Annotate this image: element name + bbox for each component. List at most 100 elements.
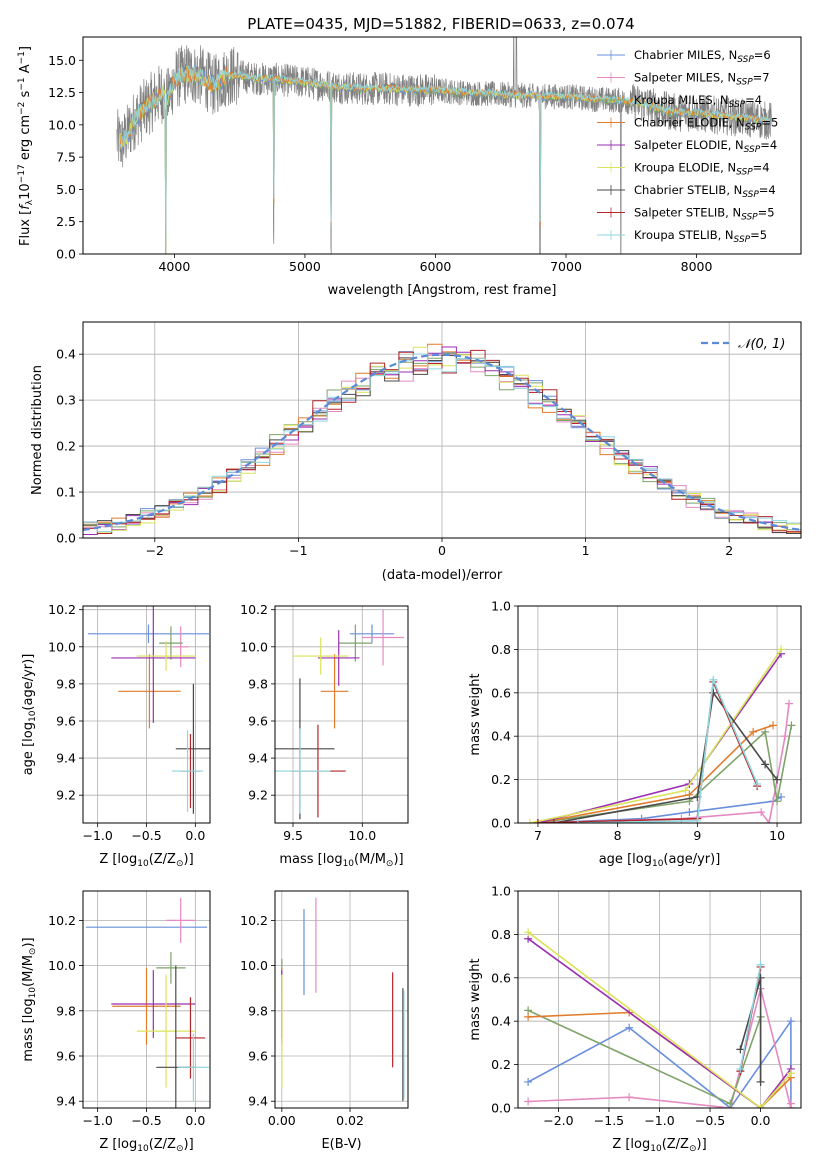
x-tick-label: 2 [725, 543, 733, 558]
plot-area [87, 606, 210, 814]
series-marker [685, 808, 694, 817]
y-tick-label: 10.2 [240, 913, 268, 928]
legend-label: Kroupa ELODIE, NSSP=4 [634, 161, 770, 178]
series-line [527, 938, 792, 1108]
y-tick-label: 10.0 [240, 958, 268, 973]
series-marker [769, 721, 778, 730]
series-marker [524, 928, 533, 937]
y-tick-label: 9.4 [56, 751, 76, 766]
series-marker [681, 786, 690, 795]
x-tick-label: −1.0 [82, 828, 112, 843]
x-tick-label: −1.5 [594, 1113, 624, 1128]
series-marker [736, 1045, 745, 1054]
series-line [527, 1018, 792, 1108]
legend-label: Kroupa MILES, NSSP=4 [634, 93, 762, 110]
y-tick-label: 1.0 [491, 599, 511, 614]
axes-age-vs-mass: 9.5 10.0 9.2 9.4 9.6 9.8 10.0 10.2 [240, 602, 409, 843]
series-marker [756, 960, 765, 969]
plot-area [275, 609, 404, 820]
y-tick-label: 0.6 [491, 970, 511, 985]
plot-area [116, 37, 773, 254]
series-marker [549, 819, 558, 823]
series-marker [533, 819, 542, 823]
y-tick-label: 9.4 [248, 1094, 268, 1109]
series-marker [786, 1099, 795, 1108]
legend-label: Chabrier STELIB, NSSP=4 [634, 183, 776, 200]
y-tick-label: 0.0 [56, 247, 76, 262]
y-tick-label: 10.0 [240, 639, 268, 654]
series-line [553, 690, 778, 823]
x-axis-label: Z [log10(Z/Z⊙)] [99, 1137, 193, 1154]
y-tick-label: 9.6 [248, 713, 268, 728]
axes-weight-vs-Z: −2.0 −1.5 −1.0 −0.5 0.0 0.0 0.2 0.4 0.6 0.8 1.0 [491, 884, 802, 1128]
y-axis-label: Normed distribution [30, 365, 45, 495]
legend-label: Salpeter STELIB, NSSP=5 [634, 206, 775, 223]
series-marker [781, 732, 790, 741]
y-tick-label: 0.4 [491, 1014, 511, 1029]
x-tick-label: 0.00 [268, 1113, 296, 1128]
series-marker [625, 1093, 634, 1102]
y-tick-label: 10.0 [48, 958, 76, 973]
y-tick-label: 9.4 [248, 751, 268, 766]
x-tick-label: 7 [534, 828, 542, 843]
x-tick-label: 0.02 [336, 1113, 364, 1128]
x-tick-label: 9.5 [283, 828, 303, 843]
y-tick-label: 0.6 [491, 685, 511, 700]
y-tick-label: 9.8 [56, 676, 76, 691]
series-line [527, 931, 792, 1108]
y-tick-label: 0.0 [491, 816, 511, 831]
series-line [537, 653, 782, 823]
axes-frame [82, 36, 802, 255]
series-marker [693, 816, 702, 823]
y-tick-label: 0.0 [491, 1101, 511, 1116]
series-marker [756, 1077, 765, 1086]
y-tick-label: 1.0 [491, 884, 511, 899]
x-axis-label: age [log10(age/yr)] [599, 852, 721, 869]
series-line [537, 724, 774, 823]
axes-mass-vs-ebv: 0.00 0.02 9.4 9.6 9.8 10.0 10.2 [240, 890, 409, 1128]
series-marker [524, 1012, 533, 1021]
x-tick-label: −1.0 [82, 1113, 112, 1128]
series-line [577, 676, 758, 823]
series-marker [709, 675, 718, 684]
series-marker [761, 760, 770, 769]
y-tick-label: 10.2 [48, 913, 76, 928]
series-marker [736, 1064, 745, 1073]
y-tick-label: 10.0 [48, 117, 76, 132]
axes-mass-vs-Z: −1.0 −0.5 0.0 9.4 9.6 9.8 10.0 10.2 [48, 890, 211, 1128]
legend-label: Chabrier MILES, NSSP=6 [634, 48, 771, 65]
y-tick-label: 0.2 [491, 772, 511, 787]
x-tick-label: 9 [693, 828, 701, 843]
series-marker [765, 819, 774, 823]
series-marker [785, 699, 794, 708]
axes-age-vs-Z: −1.0 −0.5 0.0 9.2 9.4 9.6 9.8 10.0 10.2 [48, 602, 211, 843]
series-marker [524, 1097, 533, 1106]
series-marker [525, 819, 534, 823]
axes-spectrum: 4000 5000 6000 7000 8000 0.0 2.5 5.0 7.5 10.0 12.5… [48, 36, 802, 274]
y-tick-label: 9.6 [56, 1049, 76, 1064]
y-axis-label: mass weight [468, 673, 483, 755]
y-tick-label: 9.4 [56, 1094, 76, 1109]
x-axis-label: wavelength [Angstrom, rest frame] [328, 283, 557, 298]
series-marker [777, 645, 786, 654]
legend-label: Chabrier ELODIE, NSSP=5 [634, 116, 778, 133]
series-marker [625, 1023, 634, 1032]
x-tick-label: −0.5 [695, 1113, 725, 1128]
x-tick-label: −0.5 [131, 1113, 161, 1128]
x-tick-label: 0.0 [185, 1113, 205, 1128]
y-tick-label: 9.6 [56, 713, 76, 728]
series-marker [786, 1017, 795, 1026]
series-marker [749, 727, 758, 736]
y-tick-label: 0.8 [491, 642, 511, 657]
legend-label: Salpeter ELODIE, NSSP=4 [634, 138, 777, 155]
x-axis-label: E(B-V) [321, 1137, 361, 1152]
axes-weight-vs-age: 7 8 9 10 0.0 0.2 0.4 0.6 0.8 1.0 [491, 599, 802, 843]
figure-title: PLATE=0435, MJD=51882, FIBERID=0633, z=0… [247, 15, 634, 33]
y-tick-label: 0.4 [491, 729, 511, 744]
y-tick-label: 9.2 [248, 788, 268, 803]
x-tick-label: −2.0 [543, 1113, 573, 1128]
y-tick-label: 0.2 [56, 439, 76, 454]
series-marker [757, 808, 766, 817]
x-axis-label: Z [log10(Z/Z⊙)] [612, 1137, 706, 1154]
y-tick-label: 0.1 [56, 485, 76, 500]
